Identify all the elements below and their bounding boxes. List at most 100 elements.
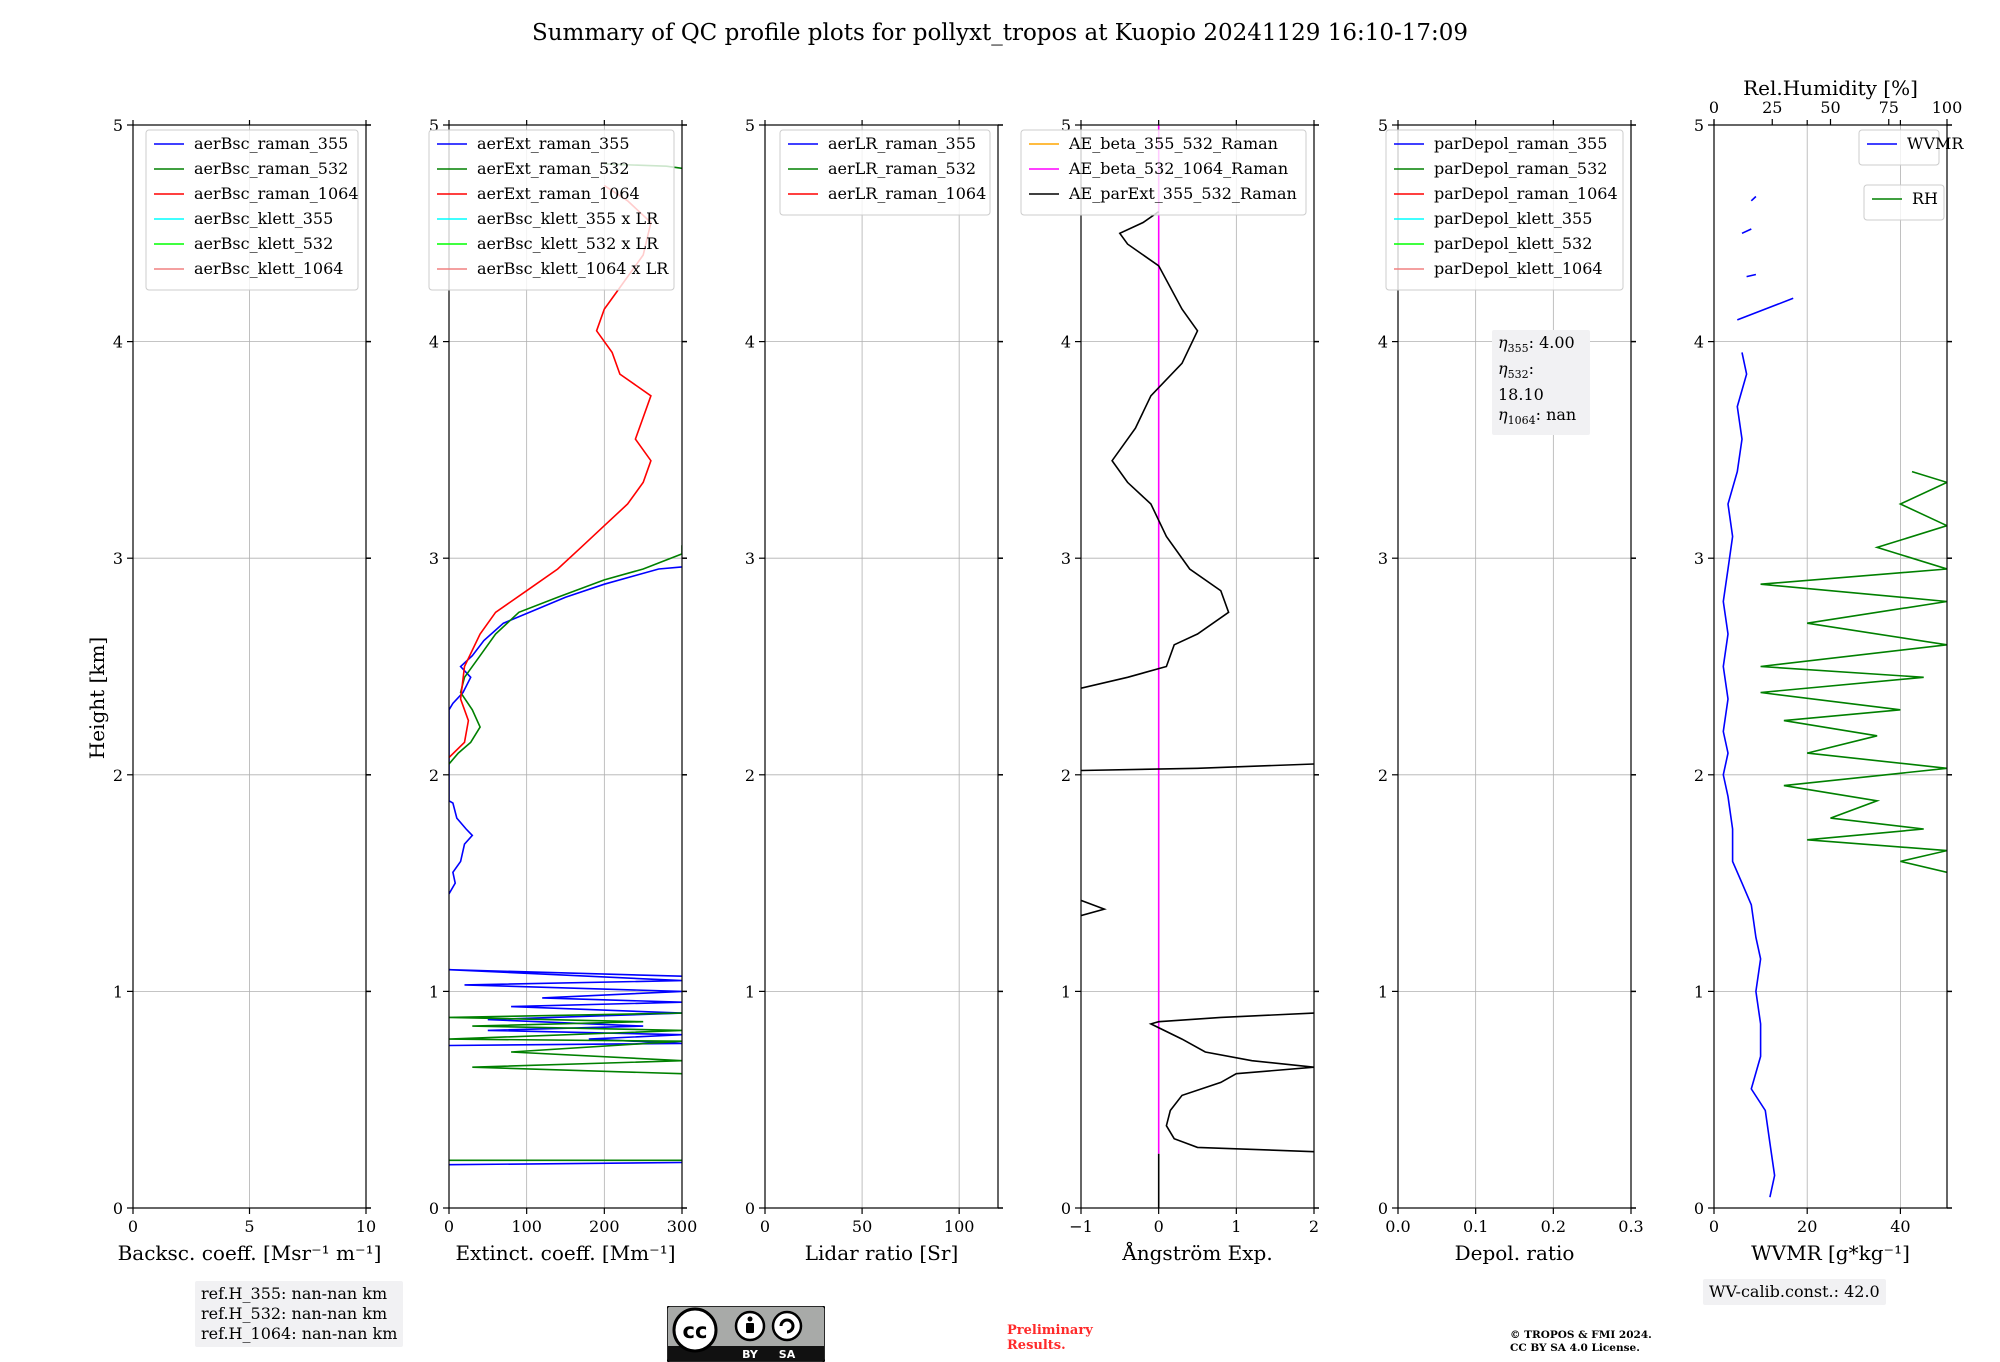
x-tick-label: 50 [852,1217,872,1236]
x-tick-label: 0.2 [1541,1217,1566,1236]
legend-label: aerBsc_klett_532 x LR [477,234,659,253]
legend-label: RH [1912,189,1938,208]
eta-355-line: η355: 4.00 [1498,333,1575,356]
y-tick-label: 0 [113,1199,123,1218]
legend-secondary-frame [1863,184,1945,221]
panel-depol: 0.0 0.1 0.2 0.3 0 1 2 3 4 5 Depol. ratio parDepol_r… [1378,116,1644,1265]
copyright-line-1: © TROPOS & FMI 2024. [1510,1329,1652,1341]
x-tick-label: 0 [1154,1217,1164,1236]
x-tick-label: 20 [1797,1217,1817,1236]
series-line-RH [1760,470,1947,874]
y-tick-label: 3 [113,549,123,568]
legend-label: WVMR [1907,134,1964,153]
x-tick-label: 0 [128,1217,138,1236]
legend-label: aerBsc_klett_532 [194,234,333,253]
y-tick-label: 4 [745,333,755,352]
legend-frame [779,129,991,216]
series-line-aerExt_raman_532 [449,545,682,765]
x-tick-label: 100 [944,1217,975,1236]
y-tick-label: 2 [745,766,755,785]
cc-by-label: BY [742,1348,759,1361]
legend-label: parDepol_raman_355 [1434,134,1607,153]
x-axis-label: Ångström Exp. [1121,1240,1272,1265]
x-tick-label: 40 [1890,1217,1910,1236]
legend-frame [1385,129,1624,291]
eta-info-box: η355: 4.00 η532: 18.10 η1064: nan [1492,330,1590,435]
legend-label: AE_beta_355_532_Raman [1068,134,1278,153]
top-x-tick-label: 25 [1762,98,1782,117]
legend-frame [1858,129,1940,166]
legend-label: parDepol_klett_532 [1434,234,1592,253]
legend-label: aerLR_raman_1064 [828,184,986,203]
y-tick-label: 3 [1378,549,1388,568]
legend-frame [1020,129,1307,216]
legend-label: AE_beta_532_1064_Raman [1068,159,1288,178]
legend-label: aerLR_raman_355 [828,134,976,153]
y-tick-label: 3 [1061,549,1071,568]
y-tick-label: 4 [1378,333,1388,352]
y-tick-label: 4 [113,333,123,352]
y-tick-label: 1 [745,982,755,1001]
eta-532-line: η532: 18.10 [1498,359,1544,405]
refh-355: ref.H_355: nan-nan km [201,1284,388,1303]
refh-1064: ref.H_1064: nan-nan km [201,1324,398,1343]
cc-sa-label: SA [779,1348,796,1361]
x-axis-label: Extinct. coeff. [Mm⁻¹] [455,1241,675,1265]
reference-height-box: ref.H_355: nan-nan km ref.H_532: nan-nan… [195,1281,404,1347]
y-tick-label: 2 [1694,766,1704,785]
x-tick-label: 0.3 [1618,1217,1643,1236]
share-alike-icon [771,1310,803,1342]
y-tick-label: 3 [1694,549,1704,568]
x-axis-label: Lidar ratio [Sr] [805,1241,959,1265]
axes-frame [1080,124,1315,1209]
y-tick-label: 4 [429,333,439,352]
series-line-WVMR [1741,228,1752,235]
preliminary-results-note: Preliminary Results. [1007,1323,1093,1353]
y-tick-label: 3 [429,549,439,568]
x-tick-label: 0 [1709,1217,1719,1236]
legend-label: parDepol_raman_1064 [1434,184,1618,203]
series-line-AE_parExt_355_532_Raman [1081,210,1230,689]
eta-1064-line: η1064: nan [1498,405,1577,428]
y-tick-label: 5 [113,116,123,135]
series-group [449,163,682,1166]
legend-label: aerBsc_klett_1064 x LR [477,259,669,278]
panel-lr: 0 50 100 0 1 2 3 4 5 Lidar ratio [Sr] aerLR_raman_… [745,116,1003,1265]
top-x-tick-label: 100 [1932,98,1963,117]
y-tick-label: 0 [745,1199,755,1218]
cc-by-sa-logo: cc BY SA [667,1306,825,1362]
panel-wv: 0 20 40 0 1 2 3 4 5 WVMR [g*kg⁻¹] 0 25 50 75 100 Rel.Hu… [1694,76,1965,1265]
y-tick-label: 4 [1061,333,1071,352]
legend-label: aerExt_raman_532 [477,159,630,178]
height-axis-label: Height [km] [85,637,109,759]
series-line-AE_parExt_355_532_Raman [1148,1012,1314,1153]
series-line-WVMR [1750,195,1757,202]
y-tick-label: 2 [113,766,123,785]
copyright-note: © TROPOS & FMI 2024. CC BY SA 4.0 Licens… [1510,1329,1652,1355]
legend-label: aerExt_raman_1064 [477,184,640,203]
legend-frame [428,129,675,291]
y-tick-label: 5 [1061,116,1071,135]
top-x-axis-label: Rel.Humidity [%] [1743,76,1918,100]
y-tick-label: 2 [1378,766,1388,785]
legend-label: parDepol_klett_355 [1434,209,1592,228]
y-tick-label: 5 [1694,116,1704,135]
y-tick-label: 0 [1694,1199,1704,1218]
series-line-aerExt_raman_1064 [449,184,652,759]
legend-label: AE_parExt_355_532_Raman [1068,184,1297,203]
axes-frame [448,124,683,1209]
x-tick-label: 2 [1309,1217,1319,1236]
y-tick-label: 5 [429,116,439,135]
legend-label: parDepol_klett_1064 [1434,259,1603,278]
series-group [1081,125,1314,1208]
cc-circle-icon [672,1307,718,1353]
y-tick-label: 3 [745,549,755,568]
x-tick-label: 10 [356,1217,376,1236]
x-tick-label: 200 [589,1217,620,1236]
series-group [1722,195,1947,1198]
series-line-AE_parExt_355_532_Raman [1081,763,1314,772]
y-tick-label: 2 [429,766,439,785]
legend-label: aerBsc_klett_355 x LR [477,209,659,228]
